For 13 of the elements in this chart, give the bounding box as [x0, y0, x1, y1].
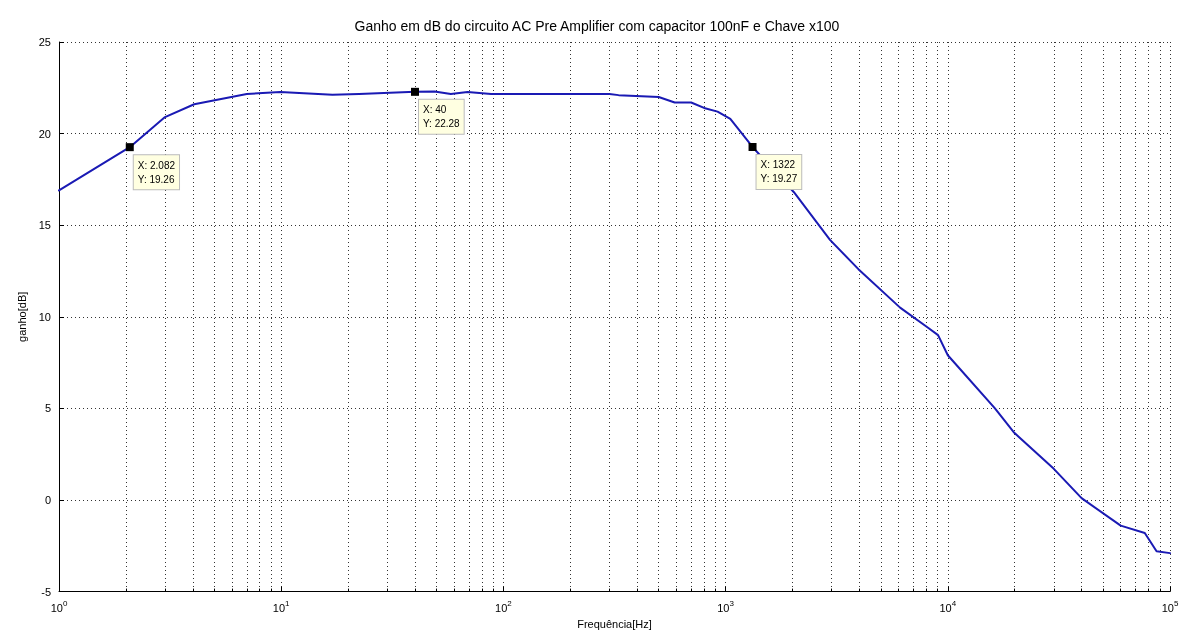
- y-tick-label: 0: [44, 494, 51, 506]
- y-tick-label: -5: [41, 585, 51, 598]
- y-tick-label: 5: [44, 402, 51, 415]
- x-axis-title: Frequência[Hz]: [577, 617, 652, 630]
- y-tick-label: 10: [38, 310, 51, 323]
- annotation: X: 1322 Y: 19.27: [760, 159, 798, 185]
- y-tick-label: 25: [38, 36, 51, 48]
- y-tick-label: 15: [38, 219, 51, 232]
- y-tick-label: 20: [38, 127, 51, 140]
- annotation: X: 40 Y: 22.28: [422, 104, 461, 130]
- y-axis-title: ganho[dB]: [15, 291, 28, 342]
- annotation: X: 2.082 Y: 19.26: [137, 159, 176, 185]
- chart-title: Ganho em dB do circuito AC Pre Amplifier com capacitor 100nF e Chave x100: [354, 18, 840, 34]
